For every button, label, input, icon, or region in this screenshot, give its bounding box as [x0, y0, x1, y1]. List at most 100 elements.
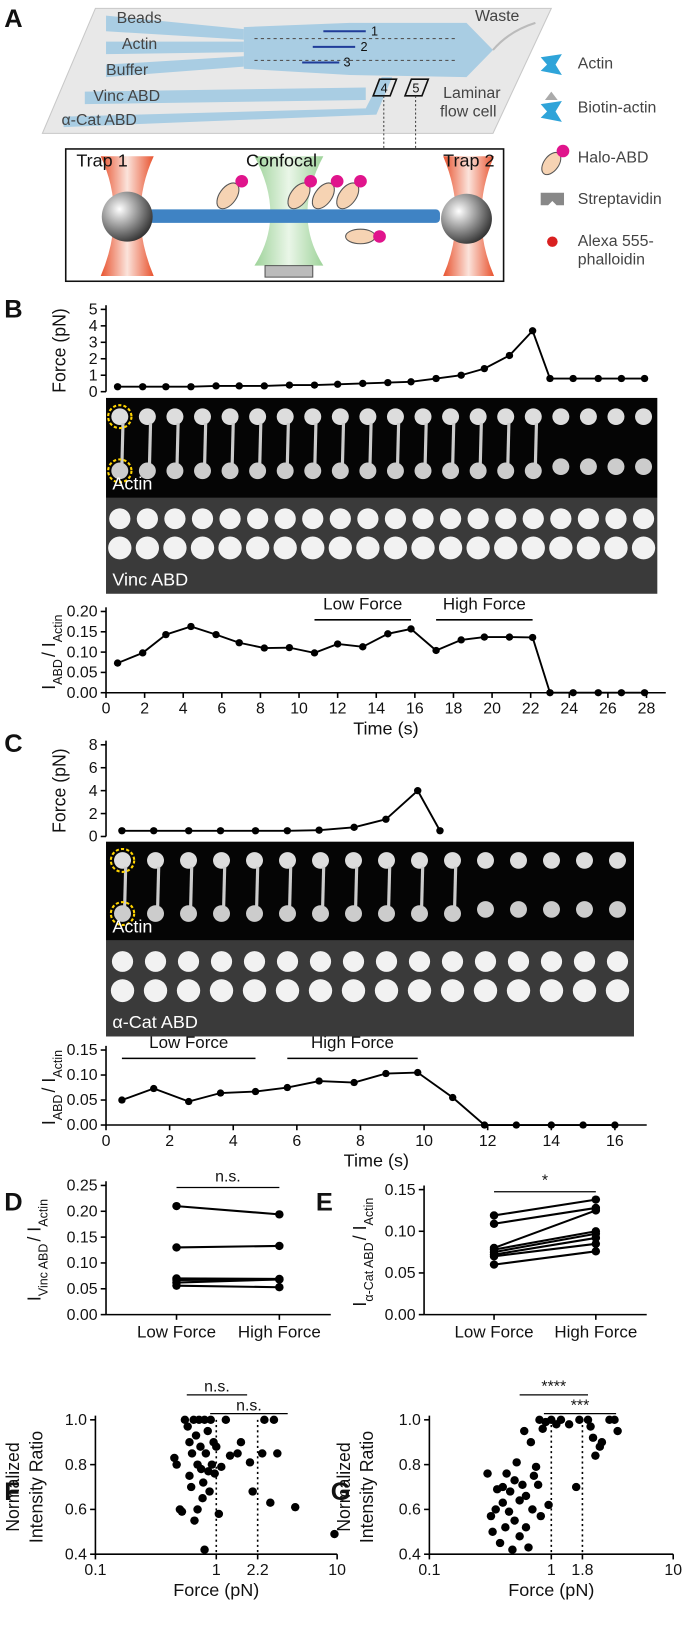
y-tick-label: 0.05 [67, 1092, 98, 1109]
data-point [330, 1529, 339, 1539]
filament-image [288, 866, 293, 908]
halo-tag [235, 175, 249, 188]
filament-image [506, 422, 511, 465]
y-tick-label: 1.0 [65, 1412, 87, 1429]
bead-image [411, 905, 428, 922]
bead-image [147, 852, 164, 869]
data-point [185, 827, 193, 835]
y-tick-label: 0.05 [385, 1265, 416, 1282]
bead-image [414, 462, 432, 480]
bead-image [466, 536, 490, 560]
annotation: Low Force [149, 1033, 228, 1052]
data-point [217, 1462, 226, 1472]
bead-image [477, 852, 494, 869]
x-axis-label: Force (pN) [508, 1580, 594, 1600]
bead-image [521, 536, 545, 560]
data-point [212, 630, 220, 639]
y-tick-label: 0.00 [385, 1307, 416, 1324]
data-point [118, 827, 126, 835]
annotation: Low Force [323, 595, 402, 614]
filament-image [120, 422, 125, 465]
bead-image [576, 852, 593, 869]
data-line [117, 329, 645, 388]
data-point [457, 636, 465, 644]
data-point [162, 383, 170, 391]
bead-image [331, 408, 349, 426]
data-point [333, 380, 342, 388]
data-point [290, 1503, 300, 1512]
legend-icon [547, 236, 558, 247]
data-point [315, 1077, 323, 1085]
x-axis-label: Force (pN) [173, 1580, 259, 1600]
data-point [382, 815, 390, 823]
data-point [505, 351, 514, 360]
bead-image [497, 408, 515, 426]
data-point [501, 1523, 510, 1532]
bead-image [345, 852, 362, 869]
y-tick-label: 0.15 [67, 1042, 98, 1059]
significance-label: * [542, 1173, 548, 1190]
filament-image [533, 422, 539, 465]
data-point [359, 643, 367, 651]
bead-image [408, 951, 431, 972]
y-tick-label: 0.10 [67, 644, 98, 661]
bead-image [245, 536, 270, 560]
annotation: High Force [443, 595, 526, 614]
panel-letter: E [316, 1189, 333, 1217]
bead-image [246, 852, 263, 869]
data-point [150, 1084, 158, 1093]
data-point [216, 1089, 225, 1097]
data-point [275, 1210, 284, 1219]
x-tick-label: 12 [329, 701, 347, 718]
y-axis-label-part: Actin [51, 1050, 65, 1078]
bead-image [473, 979, 498, 1003]
bead-image [180, 852, 197, 869]
bead-image [345, 905, 362, 922]
data-point [508, 1545, 517, 1554]
data-point [310, 649, 319, 657]
filament-image [203, 422, 208, 465]
data-point [275, 1283, 284, 1292]
filament-image [387, 866, 392, 908]
bead-image [374, 979, 399, 1003]
x-tick-label: 2 [165, 1133, 174, 1150]
bead-image [495, 508, 517, 530]
data-point [350, 823, 358, 831]
bead-image [414, 408, 432, 426]
paired-line [493, 1198, 596, 1217]
x-tick-label: Low Force [454, 1323, 533, 1342]
data-point [512, 1121, 521, 1129]
y-axis-label-part: I [24, 1296, 44, 1301]
bead-image [579, 408, 597, 426]
bead-outline [107, 458, 133, 484]
data-point [384, 630, 392, 638]
data-point [480, 364, 489, 373]
bead-image [438, 536, 463, 560]
data-point [177, 1507, 187, 1516]
bead-image [247, 508, 269, 530]
y-tick-label: 0.10 [67, 1067, 98, 1084]
panel-letter: B [4, 296, 22, 324]
data-point [191, 1431, 201, 1440]
data-point [457, 371, 465, 379]
x-tick-label: 8 [356, 1133, 365, 1150]
objective [264, 265, 314, 278]
data-point [515, 1496, 524, 1505]
legend-icon [544, 91, 558, 101]
data-point [591, 1195, 601, 1204]
y-axis-label-part: Actin [362, 1198, 376, 1226]
y-axis-label-part: I [350, 1302, 370, 1307]
data-point [640, 374, 649, 383]
filament-image [123, 866, 128, 908]
data-point [257, 1449, 267, 1458]
bead-image [550, 508, 572, 530]
data-point [575, 1415, 584, 1424]
bead-image [312, 905, 329, 922]
bead-image [276, 951, 299, 972]
filament-image [478, 422, 483, 465]
legend-icon [540, 192, 565, 206]
bead-image [163, 536, 187, 560]
filament-image [313, 422, 318, 465]
